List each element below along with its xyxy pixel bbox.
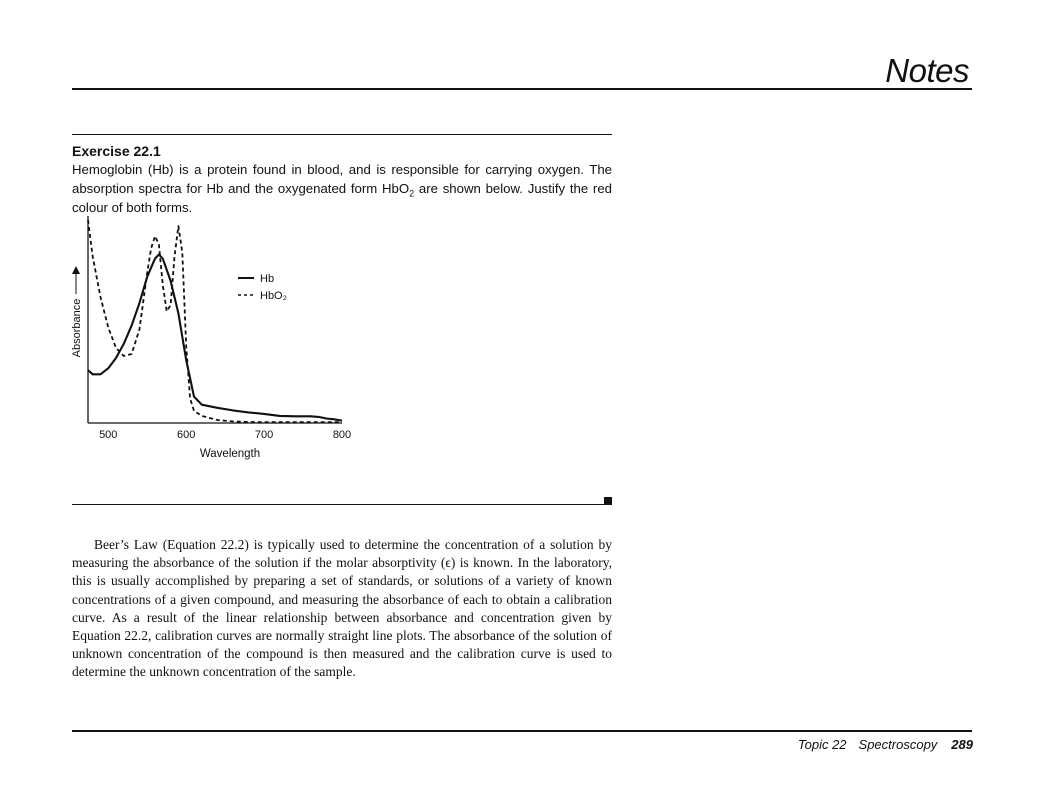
y-axis-label: Absorbance	[71, 299, 83, 358]
exercise-text-part1: Hemoglobin (Hb) is a protein found in bl…	[72, 162, 612, 196]
page-number: 289	[951, 737, 973, 752]
x-tick-label-700: 700	[255, 429, 273, 441]
legend-label-1: HbO₂	[260, 290, 287, 302]
footer-section: Spectroscopy	[858, 737, 938, 752]
exercise-bottom-rule	[72, 504, 612, 505]
series-line-hbo2	[87, 219, 342, 424]
x-axis-label: Wavelength	[200, 448, 260, 460]
notes-title: Notes	[885, 52, 969, 89]
series-line-hb	[87, 253, 343, 422]
body-text: Beer’s Law (Equation 22.2) is typically …	[72, 536, 612, 682]
header-rule	[72, 88, 972, 90]
footer-rule	[72, 730, 972, 732]
end-of-exercise-mark	[604, 497, 612, 505]
absorption-spectrum-chart: 500 600 700 800 Wavelength Absorbance Hb HbO₂	[71, 216, 351, 460]
exercise-heading: Exercise 22.1	[72, 143, 161, 159]
y-axis-arrow-head	[72, 266, 80, 274]
x-tick-label-500: 500	[99, 429, 117, 441]
plot-layer	[87, 219, 343, 424]
legend: Hb HbO₂	[238, 273, 287, 302]
axis-layer: 500 600 700 800 Wavelength Absorbance	[71, 216, 351, 460]
footer-topic: Topic 22	[797, 737, 847, 752]
exercise-text-subscript: 2	[409, 188, 415, 199]
footer: Topic 22 Spectroscopy 289	[798, 737, 973, 753]
exercise-text: Hemoglobin (Hb) is a protein found in bl…	[72, 160, 612, 217]
exercise-top-rule	[72, 134, 612, 135]
x-tick-label-600: 600	[177, 429, 195, 441]
x-tick-label-800: 800	[333, 429, 351, 441]
exercise-text-part2: are shown below. Justify the red colour …	[72, 181, 612, 215]
legend-label-0: Hb	[260, 273, 274, 285]
beers-law-paragraph: Beer’s Law (Equation 22.2) is typically …	[72, 537, 612, 680]
